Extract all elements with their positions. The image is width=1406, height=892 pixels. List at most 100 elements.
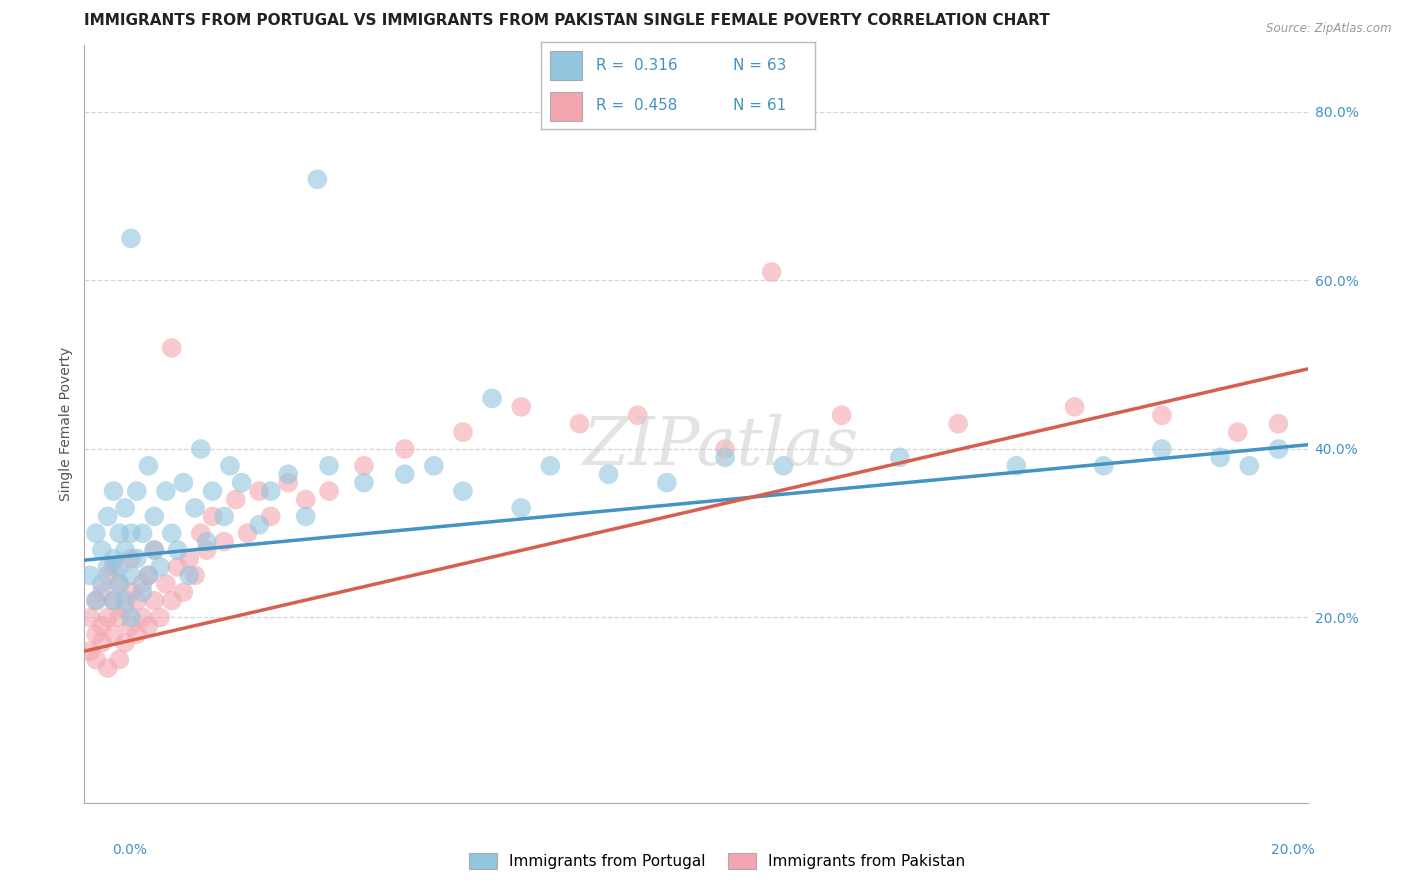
Point [184,500,207,515]
Point [131,585,153,599]
Point [510,400,533,414]
Bar [550,51,582,79]
Point [195,543,218,558]
Point [172,585,194,599]
Point [97,661,120,675]
Point [103,484,125,499]
Point [125,551,148,566]
Text: R =  0.458: R = 0.458 [596,98,678,113]
Point [195,534,218,549]
Point [138,458,160,473]
Point [155,576,177,591]
Point [201,484,224,499]
Point [277,475,299,490]
Point [568,417,591,431]
Point [79,644,101,658]
Point [149,610,172,624]
Point [1267,417,1289,431]
Point [946,417,969,431]
Point [353,475,375,490]
Point [84,652,107,666]
Point [120,551,142,566]
Point [423,458,446,473]
Y-axis label: Single Female Poverty: Single Female Poverty [59,347,73,500]
Point [247,484,270,499]
Point [1209,450,1232,465]
Point [84,593,107,607]
Point [166,543,188,558]
Point [179,551,201,566]
Point [120,585,142,599]
Point [103,593,125,607]
Point [84,627,107,641]
Point [97,509,120,524]
Point [108,560,131,574]
Point [394,442,416,456]
Point [79,610,101,624]
Point [103,560,125,574]
Point [155,484,177,499]
Point [1063,400,1085,414]
Point [655,475,678,490]
Point [260,509,283,524]
Point [114,593,136,607]
Point [114,636,136,650]
Point [889,450,911,465]
Point [114,602,136,616]
Point [219,458,242,473]
Text: IMMIGRANTS FROM PORTUGAL VS IMMIGRANTS FROM PAKISTAN SINGLE FEMALE POVERTY CORRE: IMMIGRANTS FROM PORTUGAL VS IMMIGRANTS F… [84,13,1050,29]
Bar [550,92,582,120]
Point [103,593,125,607]
Point [225,492,247,507]
Point [90,636,112,650]
Point [108,576,131,591]
Point [120,231,142,245]
Point [353,458,375,473]
Point [260,484,283,499]
Point [1239,458,1261,473]
Point [97,560,120,574]
Point [481,392,503,406]
Point [201,509,224,524]
Point [138,619,160,633]
Point [103,627,125,641]
Point [90,543,112,558]
Point [131,526,153,541]
Point [1092,458,1115,473]
Point [108,576,131,591]
Point [143,543,166,558]
Point [84,526,107,541]
Point [212,509,235,524]
Point [236,526,259,541]
Point [120,619,142,633]
Point [160,341,183,355]
Point [90,585,112,599]
Text: Source: ZipAtlas.com: Source: ZipAtlas.com [1267,22,1392,36]
Point [131,610,153,624]
Point [179,568,201,582]
Text: N = 61: N = 61 [734,98,786,113]
Point [149,560,172,574]
Point [138,568,160,582]
Point [231,475,253,490]
Point [172,475,194,490]
Point [318,484,340,499]
Point [125,627,148,641]
Point [143,593,166,607]
Point [184,568,207,582]
Point [190,442,212,456]
Point [277,467,299,482]
Point [714,442,737,456]
Point [1226,425,1249,439]
Point [114,543,136,558]
Point [1150,442,1173,456]
Point [451,484,474,499]
Point [212,534,235,549]
Point [761,265,783,279]
Point [451,425,474,439]
Point [166,560,188,574]
Point [108,652,131,666]
Point [1005,458,1028,473]
Point [120,568,142,582]
Point [538,458,561,473]
